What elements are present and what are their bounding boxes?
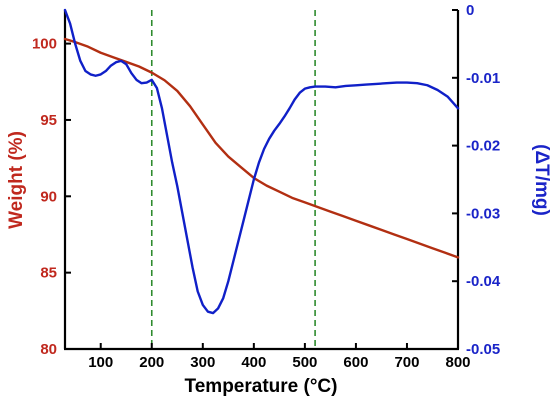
bottom-tick-label: 700 [394,354,419,371]
bottom-tick-label: 300 [190,354,215,371]
right-tick-label: -0.04 [466,273,501,290]
left-axis-ticks: 80 85 90 95 100 [32,36,71,358]
right-axis-title: (ΔT/mg) [531,144,550,216]
left-tick-label: 100 [32,36,57,53]
bottom-axis-ticks: 100 200 300 400 500 600 700 800 [88,343,471,371]
left-tick-label: 85 [40,265,57,282]
left-tick-label: 80 [40,341,57,358]
bottom-tick-label: 200 [139,354,164,371]
bottom-tick-label: 500 [292,354,317,371]
right-tick-label: -0.01 [466,70,500,87]
bottom-tick-label: 600 [343,354,368,371]
right-axis-ticks: 0 -0.01 -0.02 -0.03 -0.04 -0.05 [452,2,501,358]
series-layer [63,8,460,315]
x-axis-title: Temperature (°C) [185,376,338,397]
right-tick-label: -0.03 [466,205,500,222]
bottom-tick-label: 100 [88,354,113,371]
weight-curve [63,37,460,259]
left-tick-label: 95 [40,112,57,129]
right-tick-label: -0.05 [466,341,500,358]
reference-lines [150,10,316,349]
dta-curve [63,8,460,315]
left-tick-label: 90 [40,188,57,205]
left-axis-title: Weight (%) [6,131,27,229]
right-tick-label: 0 [466,2,474,19]
bottom-tick-label: 800 [445,354,470,371]
bottom-tick-label: 400 [241,354,266,371]
right-tick-label: -0.02 [466,138,500,155]
